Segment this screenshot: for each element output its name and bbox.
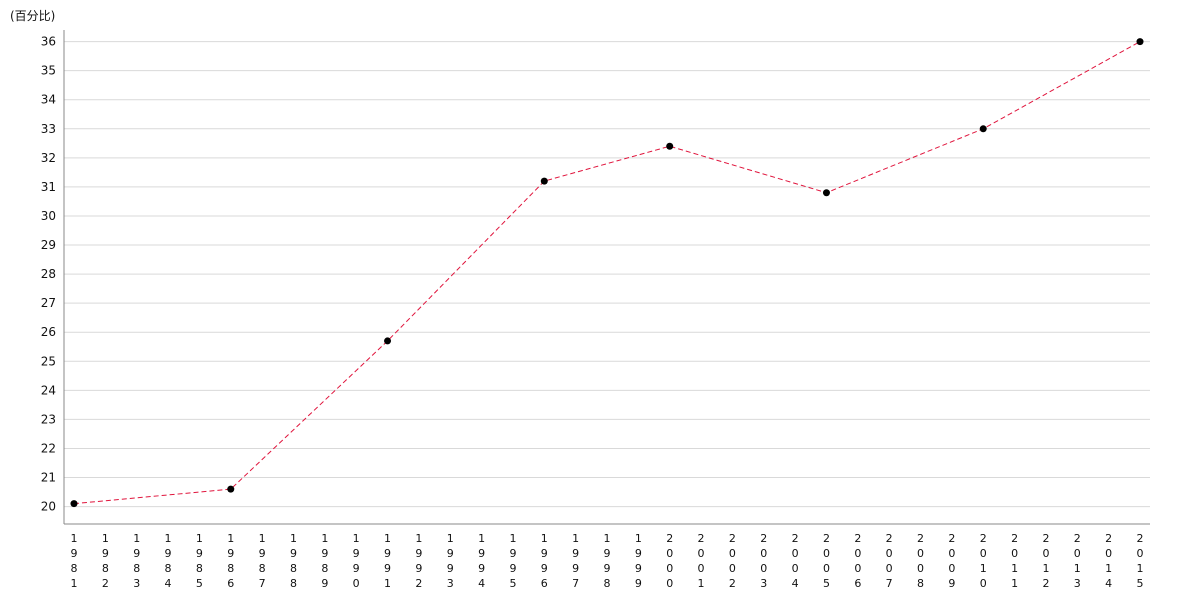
- data-point-1986: [227, 485, 235, 493]
- y-tick-label-20: 20: [41, 500, 56, 514]
- data-point-1981: [70, 500, 78, 508]
- data-point-1996: [540, 177, 548, 185]
- data-point-2015: [1136, 38, 1144, 46]
- x-tick-labels: 1 9 8 1 1 9 8 2 1 9 8 3 1 9 8 4 1 9 8 5 1 9 8 6 1 9 8 7 1 9 8 8 1 9 8 9 1 9 9 0…: [71, 532, 1144, 590]
- y-tick-label-28: 28: [41, 267, 56, 281]
- y-tick-label-27: 27: [41, 296, 56, 310]
- y-tick-label-22: 22: [41, 441, 56, 455]
- series-line-0: [73, 41, 1141, 505]
- y-tick-label-36: 36: [41, 35, 56, 49]
- y-tick-label-23: 23: [41, 412, 56, 426]
- y-tick-label-26: 26: [41, 325, 56, 339]
- y-tick-label-29: 29: [41, 238, 56, 252]
- axis-layer: [63, 30, 1150, 525]
- data-point-2000: [666, 142, 674, 150]
- data-point-2005: [822, 189, 830, 197]
- y-axis-unit-label: (百分比): [10, 9, 55, 23]
- series-layer: [70, 38, 1144, 508]
- y-tick-label-31: 31: [41, 180, 56, 194]
- y-tick-labels: 20 21 22 23 24 25 26 27 28 29 30 31 32 33 34 35 36: [41, 35, 56, 514]
- data-point-2010: [979, 125, 987, 133]
- y-tick-label-32: 32: [41, 151, 56, 165]
- y-tick-label-30: 30: [41, 209, 56, 223]
- y-tick-label-34: 34: [41, 93, 56, 107]
- y-tick-label-33: 33: [41, 122, 56, 136]
- y-tick-label-35: 35: [41, 64, 56, 78]
- y-tick-label-24: 24: [41, 383, 56, 397]
- grid-layer: [64, 41, 1150, 508]
- data-point-1991: [384, 337, 392, 345]
- y-tick-label-25: 25: [41, 354, 56, 368]
- y-tick-label-21: 21: [41, 471, 56, 485]
